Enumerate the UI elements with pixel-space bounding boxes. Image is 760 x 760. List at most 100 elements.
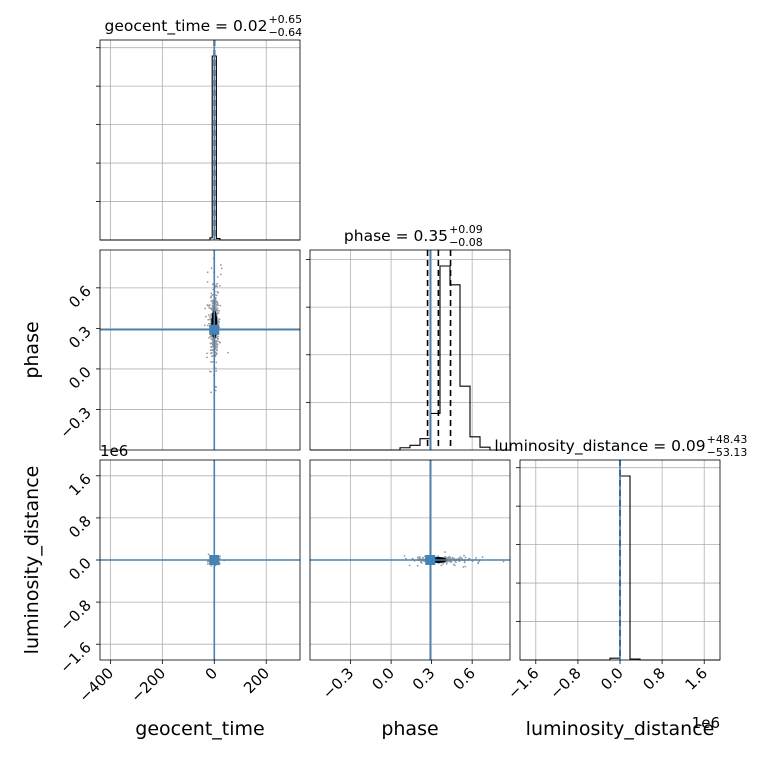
scatter-sample-0 xyxy=(208,307,211,309)
scatter-sample-2 xyxy=(440,564,443,567)
panel-title-minus-phase: −0.08 xyxy=(449,236,483,249)
y-axis-title-phase: phase xyxy=(21,321,43,378)
scatter-sample-0 xyxy=(216,346,219,349)
xtick-label-phase-1: 0.0 xyxy=(368,664,398,694)
scatter-sample-0 xyxy=(215,284,218,287)
scatter-sample-0 xyxy=(211,307,214,310)
scatter-sample-0 xyxy=(217,337,220,340)
scatter-sample-0 xyxy=(209,307,212,310)
scatter-sample-2 xyxy=(442,562,444,565)
scatter-sample-0 xyxy=(214,296,217,299)
scatter-sample-2 xyxy=(446,560,448,563)
scatter-sample-0 xyxy=(210,338,213,341)
scatter-sample-0 xyxy=(218,320,220,323)
scatter-sample-0 xyxy=(209,370,212,373)
scatter-sample-0 xyxy=(209,335,212,338)
xtick-label-phase-0: −0.3 xyxy=(319,664,357,702)
xtick-label-luminosity_distance-1: −0.8 xyxy=(546,664,584,702)
panel-title-geocent_time: geocent_time = 0.02 +0.65−0.64 xyxy=(105,13,303,39)
scatter-sample-2 xyxy=(417,556,420,559)
scatter-sample-0 xyxy=(210,352,212,355)
scatter-sample-2 xyxy=(445,562,448,565)
panel-title-plus-geocent_time: +0.65 xyxy=(268,13,302,26)
scatter-sample-0 xyxy=(215,305,217,308)
scatter-sample-0 xyxy=(215,353,218,356)
scatter-sample-2 xyxy=(455,561,457,564)
xtick-label-luminosity_distance-4: 1.6 xyxy=(681,664,711,694)
scatter-sample-0 xyxy=(215,348,218,351)
scatter-sample-0 xyxy=(215,361,218,364)
scatter-sample-0 xyxy=(211,361,214,363)
ytick-label-luminosity_distance-2: 0.0 xyxy=(65,554,95,584)
y-axis-title-luminosity_distance: luminosity_distance xyxy=(21,466,43,655)
scatter-sample-0 xyxy=(217,304,219,307)
scatter-sample-0 xyxy=(208,315,211,318)
scatter-sample-0 xyxy=(218,318,221,321)
scatter-sample-0 xyxy=(209,342,212,345)
scatter-sample-0 xyxy=(206,324,209,327)
scatter-sample-2 xyxy=(461,557,463,560)
scatter-sample-0 xyxy=(203,324,206,327)
scatter-sample-0 xyxy=(215,304,218,306)
scatter-frame-2 xyxy=(309,459,511,661)
xtick-label-geocent_time-1: −200 xyxy=(127,664,169,706)
scatter-sample-0 xyxy=(216,318,219,320)
xtick-label-luminosity_distance-2: 0.0 xyxy=(597,664,627,694)
scatter-sample-0 xyxy=(214,301,217,304)
truth-marker-1 xyxy=(209,555,220,565)
scatter-sample-0 xyxy=(216,282,219,285)
scatter-sample-2 xyxy=(411,557,414,560)
scatter-sample-2 xyxy=(421,556,424,559)
scatter-sample-0 xyxy=(206,281,209,283)
panel-title-text-geocent_time: geocent_time = 0.02 xyxy=(105,17,268,36)
text-layer: −400 −200 0 200 geocent_time −0.3 0.0 0.3 0.6 pha… xyxy=(21,13,747,740)
scatter-sample-0 xyxy=(210,346,213,349)
xtick-label-geocent_time-0: −400 xyxy=(75,664,117,706)
x-offset-label-luminosity_distance: 1e6 xyxy=(692,714,720,732)
x-axis-title-geocent_time: geocent_time xyxy=(135,718,264,740)
scatter-sample-0 xyxy=(215,294,218,297)
scatter-sample-0 xyxy=(216,339,218,342)
scatter-sample-0 xyxy=(211,305,214,307)
ytick-label-luminosity_distance-4: 1.6 xyxy=(65,470,95,500)
panel-title-phase: phase = 0.35 +0.09−0.08 xyxy=(344,223,483,249)
scatter-sample-2 xyxy=(463,561,466,564)
ytick-label-phase-1: 0.0 xyxy=(65,363,95,393)
scatter-sample-1 xyxy=(207,553,210,556)
panel-title-text-phase: phase = 0.35 xyxy=(344,227,448,245)
scatter-sample-0 xyxy=(216,343,219,346)
xtick-label-geocent_time-2: 0 xyxy=(202,664,221,683)
scatter-sample-0 xyxy=(216,276,219,278)
scatter-sample-2 xyxy=(450,560,453,563)
scatter-sample-2 xyxy=(462,566,465,568)
marks-layer xyxy=(100,40,720,661)
ytick-label-phase-2: 0.3 xyxy=(65,322,95,352)
scatter-sample-2 xyxy=(451,556,454,559)
panel-title-minus-luminosity_distance: −53.13 xyxy=(707,446,748,459)
scatter-sample-1 xyxy=(206,563,209,565)
scatter-sample-1 xyxy=(214,564,217,567)
scatter-sample-0 xyxy=(211,341,214,344)
truth-marker-2 xyxy=(425,555,436,565)
scatter-sample-0 xyxy=(211,294,214,296)
scatter-sample-1 xyxy=(219,555,221,558)
scatter-frame-0 xyxy=(99,249,301,451)
x-axis-title-luminosity_distance: luminosity_distance xyxy=(526,718,715,740)
scatter-sample-0 xyxy=(208,322,210,325)
panel-title-luminosity_distance: luminosity_distance = 0.09 +48.43−53.13 xyxy=(494,433,747,459)
scatter-sample-0 xyxy=(219,304,222,307)
scatter-sample-0 xyxy=(217,291,220,294)
scatter-sample-0 xyxy=(219,273,222,276)
xtick-label-phase-2: 0.3 xyxy=(409,664,439,694)
grid-layer xyxy=(100,40,720,660)
scatter-sample-0 xyxy=(214,389,217,392)
scatter-sample-2 xyxy=(444,551,446,553)
scatter-sample-0 xyxy=(215,367,217,370)
scatter-sample-0 xyxy=(217,335,219,338)
scatter-sample-1 xyxy=(210,565,213,567)
scatter-sample-0 xyxy=(210,295,213,298)
ytick-label-phase-0: −0.3 xyxy=(56,404,94,442)
scatter-sample-0 xyxy=(210,361,212,363)
xtick-label-geocent_time-3: 200 xyxy=(240,664,273,697)
scatter-sample-0 xyxy=(212,339,214,342)
